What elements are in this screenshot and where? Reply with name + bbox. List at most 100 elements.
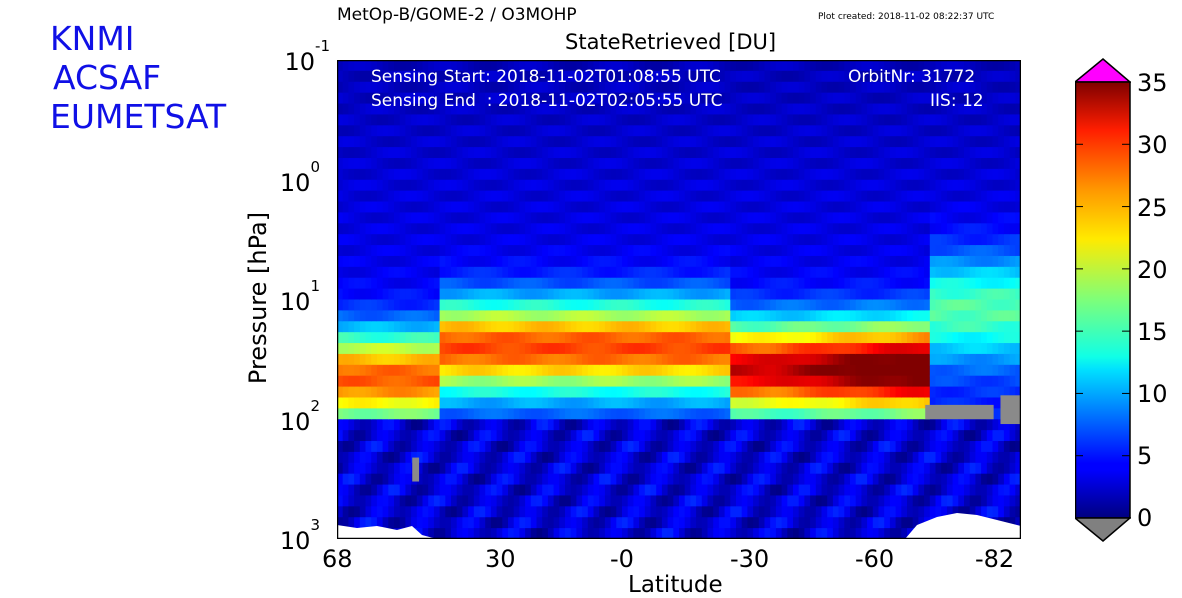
heatmap-cell xyxy=(650,70,657,83)
heatmap-cell xyxy=(764,310,771,322)
heatmap-cell xyxy=(627,451,634,464)
heatmap-cell xyxy=(633,484,640,497)
heatmap-cell xyxy=(354,332,361,344)
heatmap-cell xyxy=(627,299,634,311)
heatmap-cell xyxy=(753,419,760,431)
heatmap-cell xyxy=(445,495,452,507)
heatmap-cell xyxy=(679,92,686,105)
heatmap-cell xyxy=(827,517,834,529)
heatmap-cell xyxy=(895,114,902,126)
heatmap-cell xyxy=(656,255,663,268)
heatmap-cell xyxy=(576,419,583,431)
heatmap-cell xyxy=(576,234,583,246)
heatmap-cell xyxy=(713,386,720,399)
heatmap-cell xyxy=(485,136,492,148)
heatmap-cell xyxy=(468,277,475,290)
heatmap-cell xyxy=(519,125,526,137)
heatmap-cell xyxy=(559,212,566,224)
heatmap-cell xyxy=(901,528,908,539)
heatmap-cell xyxy=(622,277,629,290)
heatmap-cell xyxy=(473,60,481,72)
heatmap-cell xyxy=(644,168,652,181)
heatmap-cell xyxy=(758,462,766,475)
heatmap-cell xyxy=(701,70,709,83)
heatmap-cell xyxy=(969,277,976,290)
heatmap-cell xyxy=(633,386,640,399)
heatmap-cell xyxy=(775,299,783,311)
heatmap-cell xyxy=(496,441,503,453)
heatmap-cell xyxy=(513,441,520,453)
heatmap-cell xyxy=(884,484,891,497)
heatmap-cell xyxy=(622,430,629,442)
heatmap-cell xyxy=(354,114,361,126)
heatmap-cell xyxy=(764,484,771,497)
heatmap-cell xyxy=(901,255,908,268)
heatmap-cell xyxy=(787,125,794,137)
heatmap-cell xyxy=(850,397,857,409)
heatmap-cell xyxy=(502,473,509,486)
heatmap-cell xyxy=(912,386,919,399)
heatmap-cell xyxy=(673,168,680,181)
heatmap-cell xyxy=(490,462,498,475)
heatmap-cell xyxy=(707,364,714,377)
heatmap-cell xyxy=(975,266,982,279)
heatmap-cell xyxy=(878,408,885,420)
heatmap-cell xyxy=(889,201,897,214)
heatmap-cell xyxy=(969,353,976,366)
heatmap-cell xyxy=(416,223,424,235)
heatmap-cell xyxy=(639,179,646,192)
heatmap-cells xyxy=(337,60,1021,539)
heatmap-cell xyxy=(872,147,880,159)
heatmap-cell xyxy=(525,81,532,94)
heatmap-cell xyxy=(388,190,395,203)
heatmap-cell xyxy=(684,114,691,126)
heatmap-cell xyxy=(661,364,669,377)
heatmap-cell xyxy=(604,266,612,279)
heatmap-cell xyxy=(850,125,857,137)
heatmap-cell xyxy=(456,92,463,105)
heatmap-cell xyxy=(832,408,840,420)
heatmap-cell xyxy=(468,157,475,170)
heatmap-cell xyxy=(547,364,555,377)
heatmap-cell xyxy=(690,343,697,355)
heatmap-cell xyxy=(770,136,777,148)
heatmap-cell xyxy=(399,408,406,420)
heatmap-cell xyxy=(485,92,492,105)
heatmap-cell xyxy=(525,528,532,539)
heatmap-cell xyxy=(525,168,532,181)
heatmap-cell xyxy=(946,179,954,192)
heatmap-cell xyxy=(411,70,418,83)
heatmap-cell xyxy=(359,397,367,409)
heatmap-cell xyxy=(667,408,674,420)
heatmap-cell xyxy=(622,81,629,94)
heatmap-cell xyxy=(342,245,349,257)
heatmap-cell xyxy=(935,60,942,72)
heatmap-cell xyxy=(593,92,600,105)
heatmap-cell xyxy=(462,343,469,355)
heatmap-cell xyxy=(958,364,965,377)
heatmap-cell xyxy=(513,430,520,442)
heatmap-cell xyxy=(582,277,589,290)
heatmap-cell xyxy=(827,223,834,235)
heatmap-cell xyxy=(753,397,760,409)
heatmap-cell xyxy=(918,506,925,518)
heatmap-cell xyxy=(827,408,834,420)
heatmap-cell xyxy=(747,451,754,464)
heatmap-cell xyxy=(736,441,743,453)
heatmap-cell xyxy=(559,517,566,529)
heatmap-cell xyxy=(815,419,823,431)
heatmap-cell xyxy=(838,408,845,420)
heatmap-cell xyxy=(354,201,361,214)
heatmap-cell xyxy=(604,299,612,311)
heatmap-cell xyxy=(610,266,617,279)
heatmap-cell xyxy=(895,288,902,301)
heatmap-cell xyxy=(553,321,560,333)
heatmap-cell xyxy=(553,190,560,203)
heatmap-cell xyxy=(832,506,840,518)
heatmap-cell xyxy=(895,299,902,311)
heatmap-cell xyxy=(787,157,794,170)
heatmap-cell xyxy=(610,451,617,464)
heatmap-cell xyxy=(587,266,595,279)
heatmap-cell xyxy=(365,332,372,344)
heatmap-cell xyxy=(684,179,691,192)
